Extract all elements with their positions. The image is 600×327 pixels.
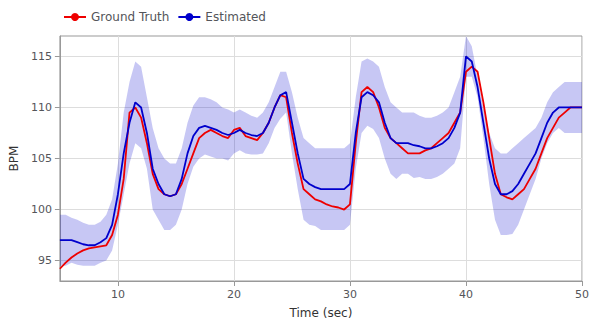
svg-text:Estimated: Estimated [205, 10, 266, 24]
svg-text:Time (sec): Time (sec) [289, 306, 353, 320]
svg-text:110: 110 [31, 101, 52, 114]
svg-text:30: 30 [343, 288, 357, 301]
svg-text:100: 100 [31, 203, 52, 216]
svg-text:BPM: BPM [7, 146, 21, 172]
svg-text:10: 10 [111, 288, 125, 301]
svg-text:20: 20 [227, 288, 241, 301]
svg-text:40: 40 [459, 288, 473, 301]
svg-text:115: 115 [31, 50, 52, 63]
svg-text:50: 50 [575, 288, 589, 301]
svg-text:105: 105 [31, 152, 52, 165]
svg-text:Ground Truth: Ground Truth [91, 10, 169, 24]
svg-text:95: 95 [38, 254, 52, 267]
